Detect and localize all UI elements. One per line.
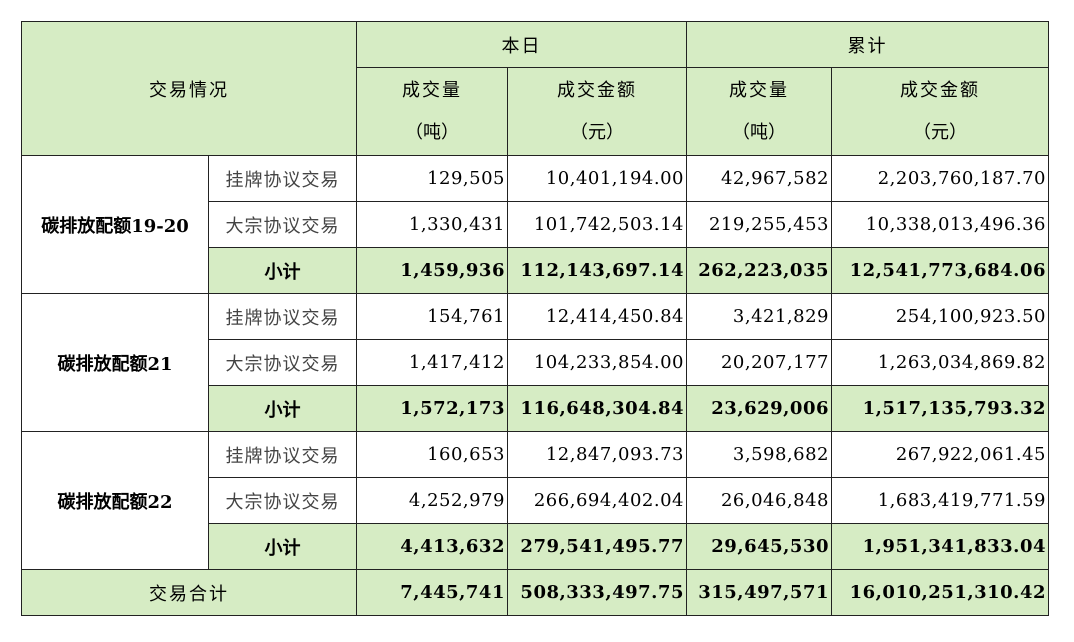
today-amount: 10,401,194.00 <box>507 155 687 202</box>
cumulative-volume: 20,207,177 <box>686 339 832 386</box>
cumulative-amount: 1,263,034,869.82 <box>831 339 1049 386</box>
trade-type: 大宗协议交易 <box>208 477 357 524</box>
cumulative-volume: 26,046,848 <box>686 477 832 524</box>
trade-type: 大宗协议交易 <box>208 201 357 248</box>
header-cumulative-volume: 成交量 （吨） <box>686 67 832 156</box>
cumulative-amount: 267,922,061.45 <box>831 431 1049 478</box>
subtotal-row: 小计 4,413,632 279,541,495.77 29,645,530 1… <box>22 523 1049 570</box>
subtotal-label: 小计 <box>208 385 357 432</box>
today-amount: 112,143,697.14 <box>507 247 687 294</box>
cumulative-amount: 1,683,419,771.59 <box>831 477 1049 524</box>
amount-label: 成交金额 <box>900 79 980 101</box>
amount-label: 成交金额 <box>557 79 637 101</box>
trade-type: 大宗协议交易 <box>208 339 357 386</box>
cumulative-amount: 2,203,760,187.70 <box>831 155 1049 202</box>
today-volume: 160,653 <box>356 431 508 478</box>
subtotal-label: 小计 <box>208 523 357 570</box>
table-row: 碳排放配额22 挂牌协议交易 160,653 12,847,093.73 3,5… <box>21 431 1049 570</box>
amount-unit: （元） <box>570 121 624 143</box>
grand-total-row: 交易合计 7,445,741 508,333,497.75 315,497,57… <box>21 569 1049 616</box>
table-row: 大宗协议交易 4,252,979 266,694,402.04 26,046,8… <box>22 477 1049 524</box>
today-amount: 279,541,495.77 <box>507 523 687 570</box>
today-volume: 4,413,632 <box>356 523 508 570</box>
cumulative-volume: 42,967,582 <box>686 155 832 202</box>
cumulative-volume: 3,598,682 <box>686 431 832 478</box>
today-volume: 154,761 <box>356 293 508 340</box>
today-volume: 4,252,979 <box>356 477 508 524</box>
grand-total-label: 交易合计 <box>21 569 357 616</box>
today-amount: 101,742,503.14 <box>507 201 687 248</box>
subtotal-row: 小计 1,459,936 112,143,697.14 262,223,035 … <box>22 247 1049 294</box>
subtotal-label: 小计 <box>208 247 357 294</box>
today-volume: 7,445,741 <box>356 569 508 616</box>
table-row: 大宗协议交易 1,330,431 101,742,503.14 219,255,… <box>22 201 1049 248</box>
cumulative-volume: 29,645,530 <box>686 523 832 570</box>
table-row: 大宗协议交易 1,417,412 104,233,854.00 20,207,1… <box>22 339 1049 386</box>
header-cumulative: 累计 <box>686 21 1049 68</box>
cumulative-amount: 1,517,135,793.32 <box>831 385 1049 432</box>
today-volume: 1,330,431 <box>356 201 508 248</box>
today-amount: 508,333,497.75 <box>507 569 687 616</box>
subtotal-row: 小计 1,572,173 116,648,304.84 23,629,006 1… <box>22 385 1049 432</box>
today-amount: 104,233,854.00 <box>507 339 687 386</box>
trade-type: 挂牌协议交易 <box>208 155 357 202</box>
cumulative-volume: 3,421,829 <box>686 293 832 340</box>
trade-type: 挂牌协议交易 <box>208 293 357 340</box>
today-amount: 12,847,093.73 <box>507 431 687 478</box>
table-row: 碳排放配额21 挂牌协议交易 154,761 12,414,450.84 3,4… <box>21 293 1049 432</box>
cumulative-amount: 16,010,251,310.42 <box>831 569 1049 616</box>
cumulative-amount: 254,100,923.50 <box>831 293 1049 340</box>
header-corner: 交易情况 <box>21 21 357 156</box>
trade-type: 挂牌协议交易 <box>208 431 357 478</box>
header-today-volume: 成交量 （吨） <box>356 67 508 156</box>
header-cumulative-amount: 成交金额 （元） <box>831 67 1049 156</box>
today-volume: 129,505 <box>356 155 508 202</box>
today-amount: 116,648,304.84 <box>507 385 687 432</box>
group-name: 碳排放配额19-20 <box>21 155 209 294</box>
header-today-amount: 成交金额 （元） <box>507 67 687 156</box>
volume-label: 成交量 <box>729 79 789 101</box>
volume-label: 成交量 <box>402 79 462 101</box>
amount-unit: （元） <box>913 121 967 143</box>
cumulative-volume: 315,497,571 <box>686 569 832 616</box>
cumulative-volume: 219,255,453 <box>686 201 832 248</box>
group-name: 碳排放配额21 <box>21 293 209 432</box>
volume-unit: （吨） <box>405 121 459 143</box>
volume-unit: （吨） <box>732 121 786 143</box>
header-today: 本日 <box>356 21 687 68</box>
cumulative-amount: 1,951,341,833.04 <box>831 523 1049 570</box>
cumulative-volume: 262,223,035 <box>686 247 832 294</box>
cumulative-amount: 10,338,013,496.36 <box>831 201 1049 248</box>
table-row: 碳排放配额19-20 挂牌协议交易 129,505 10,401,194.00 … <box>21 155 1049 294</box>
today-volume: 1,572,173 <box>356 385 508 432</box>
group-name: 碳排放配额22 <box>21 431 209 570</box>
today-amount: 266,694,402.04 <box>507 477 687 524</box>
cumulative-volume: 23,629,006 <box>686 385 832 432</box>
today-volume: 1,459,936 <box>356 247 508 294</box>
trading-summary-table: 交易情况 本日 累计 成交量 （吨） 成交金额 （元） 成交量 （吨） 成交金额… <box>21 21 1049 616</box>
today-volume: 1,417,412 <box>356 339 508 386</box>
cumulative-amount: 12,541,773,684.06 <box>831 247 1049 294</box>
today-amount: 12,414,450.84 <box>507 293 687 340</box>
